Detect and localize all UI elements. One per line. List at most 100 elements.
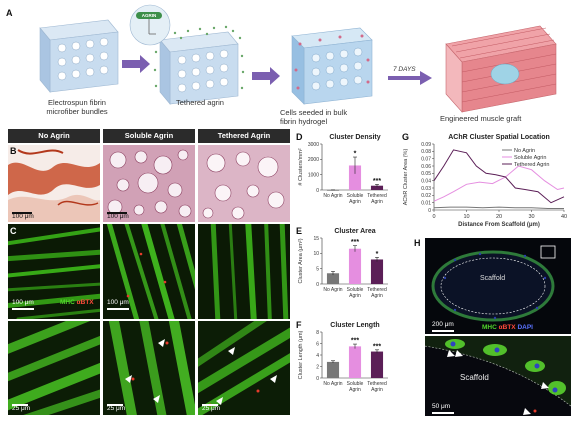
chart-cluster-length: F Cluster Length Cluster Length (μm) 0 2 4 6 8 N… (296, 320, 388, 393)
scale-bar (12, 212, 32, 214)
stain-mhc: MHC (60, 299, 75, 306)
significance-marker: *** (351, 338, 359, 345)
panel-letter: E (296, 226, 302, 236)
fluorescence-cross-section-high (425, 336, 571, 416)
histology-no-agrin (8, 145, 100, 222)
y-tick-label: 0.03 (421, 186, 431, 192)
x-tick-label: Tethered (367, 193, 387, 199)
arrowhead-icon (523, 408, 531, 415)
scale-bar (12, 404, 28, 406)
step-caption-2: Tethered agrin (176, 98, 224, 107)
zoom-region-box (540, 245, 556, 259)
y-tick-label: 0.05 (421, 171, 431, 177)
x-tick-label: Tethered (367, 381, 387, 387)
stain-abtx: αBTX (498, 324, 516, 331)
x-tick-label: Agrin (371, 199, 383, 205)
y-axis-label: Cluster Area (μm²) (298, 238, 304, 283)
y-tick-label: 0 (316, 376, 319, 382)
series-line (433, 149, 565, 204)
fluorescence-soluble-agrin-low (103, 224, 195, 319)
y-tick-label: 0 (316, 188, 319, 194)
arrowhead-icon (228, 347, 235, 355)
x-tick-label: Agrin (371, 293, 383, 299)
scale-label-b1: 100 μm (12, 213, 34, 220)
panel-letter: D (296, 132, 303, 142)
y-axis-label: # Clusters/mm² (298, 148, 304, 185)
panel-a-letter: A (6, 8, 13, 18)
significance-marker: *** (373, 343, 381, 350)
y-tick-label: 8 (316, 330, 319, 336)
y-tick-label: 0.07 (421, 156, 431, 162)
bar (348, 165, 362, 190)
y-tick-label: 0.04 (421, 178, 431, 184)
scale-label-c3: 25 μm (12, 405, 31, 412)
scale-bar (432, 330, 454, 332)
legend-label: No Agrin (514, 148, 535, 154)
y-tick-label: 0 (428, 208, 431, 214)
column-header-tethered-agrin: Tethered Agrin (198, 129, 290, 143)
y-tick-label: 0.02 (421, 193, 431, 199)
fluorescence-no-agrin-low (8, 224, 100, 319)
chart-title: Cluster Density (329, 134, 380, 141)
panel-c-letter: C (10, 226, 17, 236)
arrowhead-icon (125, 375, 132, 383)
x-tick-label: No Agrin (323, 193, 342, 199)
bar (348, 346, 362, 378)
stain-dapi: DAPI (517, 324, 533, 331)
step-caption-3: Cells seeded in bulk fibrin hydrogel (280, 108, 348, 126)
scaffold-label-bottom: Scaffold (460, 373, 489, 382)
arrowhead-icon (455, 350, 463, 357)
bar (348, 248, 362, 284)
arrowhead-icon (158, 339, 165, 347)
panel-b-letter: B (10, 146, 17, 156)
y-tick-label: 2000 (308, 157, 319, 163)
y-tick-label: 6 (316, 341, 319, 347)
x-tick-label: 10 (463, 214, 469, 220)
bar (370, 351, 384, 378)
fluorescence-tethered-agrin-high (198, 321, 290, 415)
x-tick-label: 20 (496, 214, 502, 220)
x-tick-label: Tethered (367, 287, 387, 293)
y-tick-label: 10 (313, 251, 319, 257)
y-tick-label: 5 (316, 266, 319, 272)
x-tick-label: Agrin (349, 199, 361, 205)
fluorescence-tethered-agrin-low (198, 224, 290, 319)
x-axis-label: Distance From Scaffold (μm) (458, 222, 540, 228)
fluorescence-cross-section-low (425, 238, 571, 334)
significance-marker: * (354, 151, 357, 158)
chart-cluster-area: E Cluster Area Cluster Area (μm²) 0 5 10 15 No … (296, 226, 388, 299)
chart-cluster-density: D Cluster Density # Clusters/mm² 0 1000 2000 3… (296, 132, 388, 205)
histology-soluble-agrin (103, 145, 195, 222)
x-tick-label: 0 (432, 214, 435, 220)
bar (326, 189, 340, 191)
y-tick-label: 4 (316, 353, 319, 359)
scale-bar (12, 308, 34, 310)
stain-legend-h: MHC αBTX DAPI (482, 324, 533, 331)
scale-label-h1: 200 μm (432, 321, 454, 328)
scale-label-b2: 100 μm (107, 213, 129, 220)
y-tick-label: 15 (313, 236, 319, 242)
panel-a-schematic (39, 4, 557, 113)
chart-title: Cluster Area (334, 228, 375, 235)
y-tick-label: 0 (316, 282, 319, 288)
x-tick-label: No Agrin (323, 381, 342, 387)
scale-label-h2: 50 μm (432, 403, 451, 410)
series-line (433, 206, 564, 209)
cells-seeded-illustration (291, 27, 373, 105)
arrowhead-icon (447, 350, 455, 357)
agrin-inset-label: AGRIN (141, 13, 157, 18)
bar (370, 185, 384, 190)
step-caption-4: Engineered muscle graft (440, 114, 522, 123)
x-tick-label: 30 (528, 214, 534, 220)
scale-bar (107, 308, 129, 310)
significance-marker: * (376, 251, 379, 258)
y-tick-label: 0.09 (421, 142, 431, 148)
y-axis-label: Cluster Length (μm) (298, 330, 304, 379)
panel-letter: G (402, 132, 409, 142)
stain-legend-c: MHC αBTX (60, 299, 94, 306)
x-tick-label: Soluble (347, 193, 364, 199)
legend-label: Soluble Agrin (514, 155, 546, 161)
y-tick-label: 0.06 (421, 164, 431, 170)
y-tick-label: 2 (316, 364, 319, 370)
scale-label-c5: 25 μm (202, 405, 221, 412)
